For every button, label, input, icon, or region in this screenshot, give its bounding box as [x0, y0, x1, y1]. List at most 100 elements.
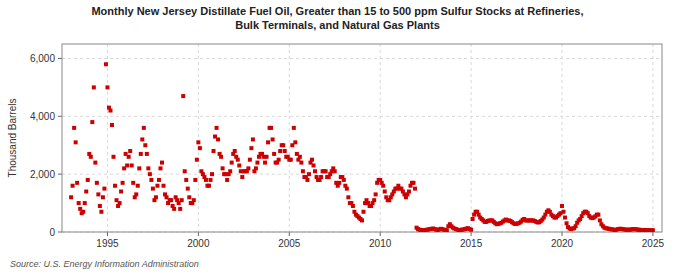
x-tick-label: 2000 — [187, 238, 210, 249]
point — [469, 228, 473, 232]
point — [113, 184, 117, 188]
point — [237, 163, 241, 167]
source: Source: U.S. Energy Information Administ… — [10, 259, 199, 269]
point — [337, 181, 341, 185]
point — [221, 166, 225, 170]
point — [310, 158, 314, 162]
point — [563, 216, 567, 220]
axes: 02,0004,0006,000199520002005201020152020… — [30, 53, 664, 249]
point — [71, 184, 75, 188]
point — [210, 172, 214, 176]
point — [374, 192, 378, 196]
point — [162, 184, 166, 188]
point — [169, 198, 173, 202]
title-line: Monthly New Jersey Distillate Fuel Oil, … — [91, 5, 583, 17]
point — [137, 166, 141, 170]
point — [324, 169, 328, 173]
point — [351, 204, 355, 208]
point — [412, 181, 416, 185]
point — [292, 126, 296, 130]
point — [187, 195, 191, 199]
point — [574, 224, 578, 228]
point — [293, 140, 297, 144]
point — [346, 195, 350, 199]
grid-line-y — [62, 58, 662, 59]
point — [277, 158, 281, 162]
x-tick — [652, 232, 653, 236]
x-tick — [471, 232, 472, 236]
title-line: Bulk Terminals, and Natural Gas Plants — [235, 19, 440, 31]
point — [148, 172, 152, 176]
point — [95, 181, 99, 185]
point — [299, 161, 303, 165]
point — [230, 161, 234, 165]
point — [307, 172, 311, 176]
point — [248, 158, 252, 162]
point — [186, 187, 190, 191]
point — [372, 198, 376, 202]
point — [269, 126, 273, 130]
point — [134, 192, 138, 196]
y-tick — [58, 58, 62, 59]
point — [249, 146, 253, 150]
x-tick-label: 2015 — [460, 238, 483, 249]
point — [381, 184, 385, 188]
point — [90, 120, 94, 124]
point — [651, 228, 655, 232]
point — [192, 198, 196, 202]
point — [445, 228, 449, 232]
point — [196, 140, 200, 144]
grid-line-x — [289, 44, 290, 232]
point — [112, 155, 116, 159]
point — [246, 166, 250, 170]
y-tick-label: 2,000 — [30, 169, 55, 180]
y-tick — [58, 232, 62, 233]
point — [75, 181, 79, 185]
x-tick-label: 2020 — [551, 238, 574, 249]
point — [101, 195, 105, 199]
point — [118, 201, 122, 205]
point — [154, 195, 158, 199]
grid-line-x — [652, 44, 653, 232]
plot-frame — [62, 44, 662, 232]
point — [143, 143, 147, 147]
point — [146, 166, 150, 170]
grid-line-y — [62, 174, 662, 175]
point — [413, 187, 417, 191]
point — [104, 62, 108, 66]
point — [407, 190, 411, 194]
point — [157, 178, 161, 182]
point — [180, 198, 184, 202]
point — [236, 158, 240, 162]
grid-line-x — [107, 44, 108, 232]
point — [86, 178, 90, 182]
point — [131, 181, 135, 185]
point — [178, 207, 182, 211]
chart: Monthly New Jersey Distillate Fuel Oil, … — [0, 0, 675, 275]
point — [216, 137, 220, 141]
point — [198, 146, 202, 150]
y-tick-label: 4,000 — [30, 111, 55, 122]
y-axis-label: Thousand Barrels — [7, 99, 18, 178]
grid-line-x — [198, 44, 199, 232]
point — [225, 178, 229, 182]
grid-line-x — [380, 44, 381, 232]
x-tick — [198, 232, 199, 236]
x-tick — [289, 232, 290, 236]
point — [99, 210, 103, 214]
point — [255, 161, 259, 165]
point — [127, 155, 131, 159]
point — [145, 152, 149, 156]
point — [83, 201, 87, 205]
point — [72, 126, 76, 130]
point — [160, 161, 164, 165]
point — [142, 126, 146, 130]
point — [92, 85, 96, 89]
x-tick — [107, 232, 108, 236]
point — [312, 163, 316, 167]
x-tick-label: 2025 — [642, 238, 665, 249]
point — [183, 169, 187, 173]
grid-line-y — [62, 116, 662, 117]
point — [266, 140, 270, 144]
point — [130, 163, 134, 167]
